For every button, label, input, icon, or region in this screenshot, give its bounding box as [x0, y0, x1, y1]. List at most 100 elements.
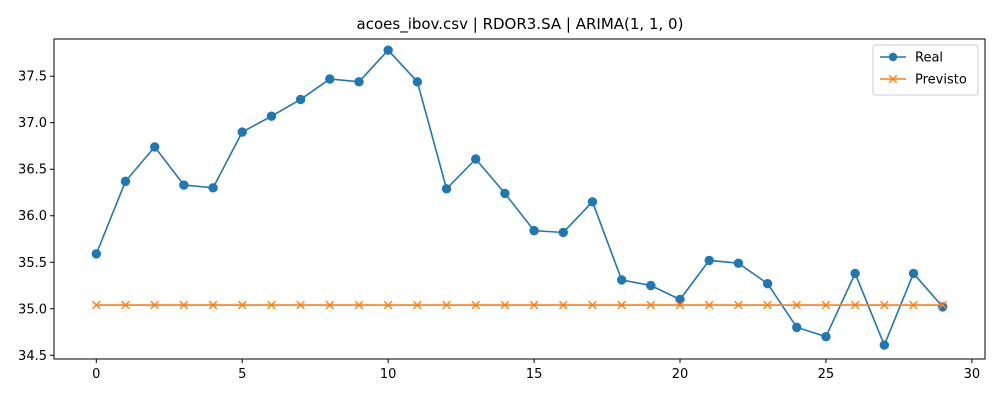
data-point-real: [441, 184, 452, 194]
data-point-previsto: [588, 300, 597, 310]
marker-x-stroke: [413, 300, 422, 310]
series-line-real: [95, 48, 944, 348]
marker-x-stroke: [296, 300, 305, 310]
marker-x-stroke: [938, 300, 947, 310]
data-point-real: [558, 227, 568, 238]
data-point-real: [500, 188, 510, 199]
data-point-previsto: [383, 300, 393, 310]
legend-marker: [888, 74, 898, 84]
data-point-previsto: [734, 300, 743, 310]
data-point-real: [821, 331, 831, 342]
marker-x-stroke: [821, 300, 831, 310]
data-point-real: [879, 340, 890, 350]
y-tick-label: 35.5: [18, 256, 47, 271]
marker-x-stroke: [354, 300, 364, 310]
legend-item-real: Real: [880, 51, 943, 66]
marker-x-stroke: [92, 300, 101, 310]
marker-x-stroke: [646, 300, 656, 310]
y-tick-label: 36.0: [18, 209, 47, 224]
marker-x-stroke: [763, 300, 772, 310]
marker-x-stroke: [208, 300, 218, 310]
data-point-real: [354, 77, 364, 87]
data-point-real: [850, 268, 860, 279]
data-point-previsto: [442, 300, 451, 310]
marker-x-stroke: [500, 300, 510, 310]
data-point-real: [792, 322, 802, 333]
data-point-real: [91, 249, 102, 259]
data-point-previsto: [325, 300, 335, 310]
data-point-previsto: [763, 300, 772, 310]
marker-x-stroke: [121, 300, 130, 310]
legend-item-previsto: Previsto: [880, 73, 967, 88]
data-point-real: [325, 74, 335, 84]
x-tick-label: 15: [526, 367, 543, 382]
data-point-previsto: [471, 300, 481, 310]
marker-x-stroke: [471, 300, 481, 310]
marker-x-stroke: [267, 300, 276, 310]
x-tick-label: 5: [238, 367, 246, 382]
data-point-previsto: [558, 300, 568, 310]
series-layer: [91, 45, 948, 350]
data-point-real: [937, 302, 948, 312]
data-point-previsto: [880, 300, 889, 310]
data-point-previsto: [529, 300, 539, 310]
x-tick-label: 10: [380, 367, 397, 382]
data-point-real: [120, 176, 131, 187]
y-axis: 34.5 35.0 35.5 36.0 36.5 37.0 37.5: [18, 70, 54, 364]
marker-x-stroke: [880, 300, 889, 310]
plot-border: [53, 38, 986, 360]
legend-marker: [888, 52, 898, 62]
data-point-real: [412, 77, 423, 87]
marker-x-stroke: [792, 300, 802, 310]
marker-x-stroke: [588, 300, 597, 310]
plot-frame: [53, 38, 986, 360]
data-point-real: [616, 275, 627, 285]
data-point-previsto: [92, 300, 101, 310]
data-point-previsto: [179, 300, 189, 310]
x-tick-label: 30: [964, 367, 981, 382]
data-point-real: [383, 45, 393, 55]
data-point-previsto: [354, 300, 364, 310]
data-point-real: [295, 94, 306, 105]
data-point-real: [266, 111, 277, 121]
marker-x-stroke: [383, 300, 393, 310]
data-point-previsto: [646, 300, 656, 310]
marker-x-stroke: [617, 300, 626, 310]
data-point-previsto: [500, 300, 510, 310]
data-point-previsto: [121, 300, 130, 310]
marker-x-stroke: [850, 300, 860, 310]
marker-x-stroke: [734, 300, 743, 310]
data-point-previsto: [675, 300, 685, 310]
data-point-previsto: [850, 300, 860, 310]
data-point-previsto: [208, 300, 218, 310]
data-point-previsto: [617, 300, 626, 310]
legend: Real Previsto: [872, 44, 979, 96]
data-point-real: [646, 280, 656, 291]
data-point-real: [237, 127, 247, 137]
y-tick-label: 36.5: [18, 163, 47, 178]
data-point-previsto: [938, 300, 947, 310]
x-tick-label: 20: [672, 367, 689, 382]
marker-x-stroke: [675, 300, 685, 310]
data-point-real: [587, 197, 598, 207]
data-point-real: [149, 142, 160, 152]
data-point-previsto: [821, 300, 831, 310]
legend-label: Real: [915, 51, 943, 66]
marker-x-stroke: [558, 300, 568, 310]
data-point-previsto: [267, 300, 276, 310]
data-point-previsto: [704, 300, 714, 310]
data-point-real: [179, 180, 189, 190]
data-point-previsto: [792, 300, 802, 310]
marker-x-stroke: [325, 300, 335, 310]
x-tick-label: 0: [92, 367, 100, 382]
y-tick-label: 37.0: [18, 116, 47, 131]
data-point-previsto: [413, 300, 422, 310]
data-point-real: [762, 278, 773, 289]
marker-x-stroke: [150, 300, 159, 310]
x-tick-label: 25: [818, 367, 835, 382]
marker-x-stroke: [909, 300, 918, 310]
x-axis: 0 5 10 15 20 25 30: [92, 359, 980, 382]
data-point-previsto: [237, 300, 247, 310]
